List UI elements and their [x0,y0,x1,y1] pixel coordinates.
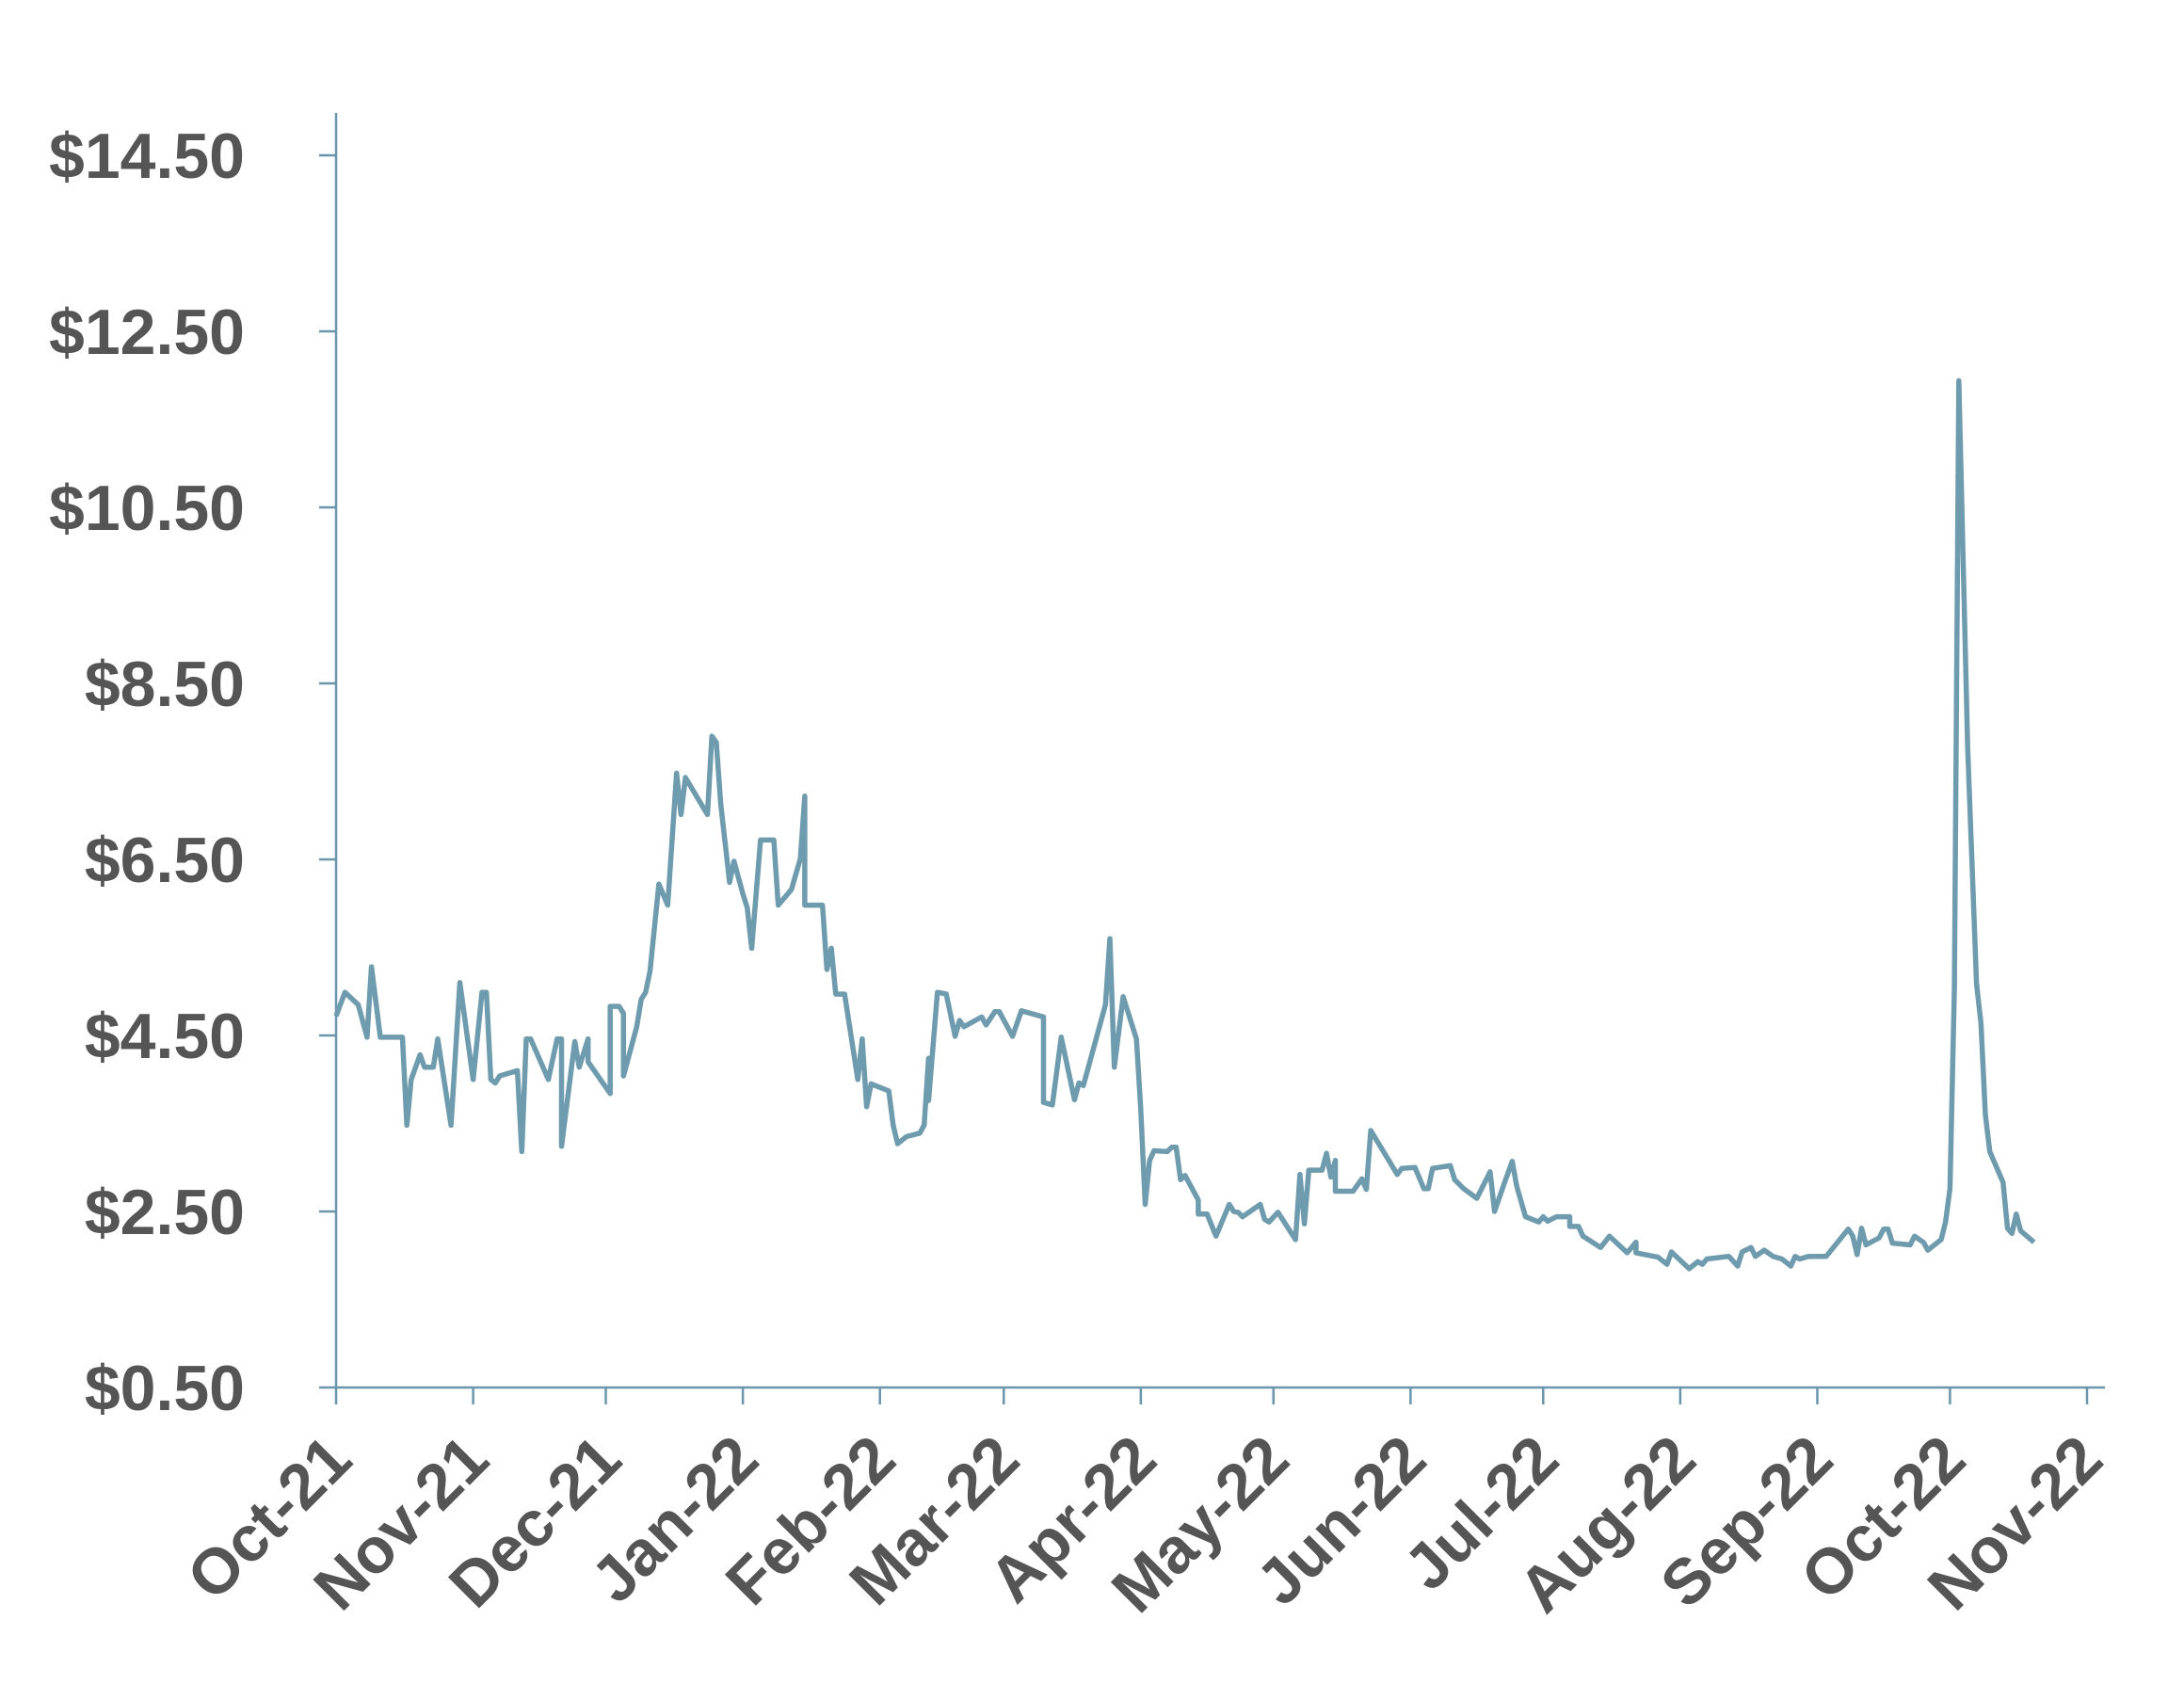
y-tick-label: $12.50 [49,297,245,368]
x-axis-ticks: Oct-21Nov-21Dec-21Jan-22Feb-22Mar-22Apr-… [173,1387,2116,1627]
y-tick-label: $8.50 [85,649,245,720]
y-tick-label: $0.50 [85,1353,245,1424]
y-axis-ticks: $0.50 $2.50 $4.50 $6.50 $8.50 $10.50 $12.50 $14… [49,120,336,1424]
y-tick-label: $4.50 [85,1001,245,1072]
price-series-line [333,377,2036,1272]
y-tick-label: $6.50 [85,825,245,896]
y-tick-label: $14.50 [49,120,245,192]
y-tick-label: $10.50 [49,473,245,544]
y-tick-label: $2.50 [85,1177,245,1248]
